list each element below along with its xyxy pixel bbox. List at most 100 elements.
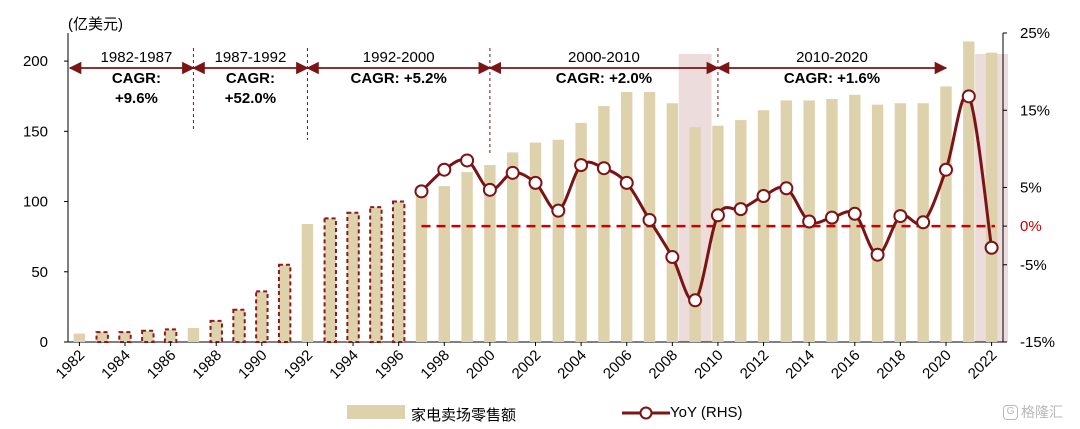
yoy-point-2019 — [916, 215, 931, 230]
yoy-point-2020 — [938, 162, 953, 177]
x-tick-label: 2006 — [600, 347, 636, 383]
yoy-point-2003 — [551, 203, 566, 218]
x-tick-label: 1996 — [372, 347, 408, 383]
right-tick-label: 15% — [1020, 102, 1050, 119]
right-tick-label: 5% — [1020, 180, 1042, 197]
bar-1998 — [438, 186, 450, 342]
x-tick-label: 2002 — [509, 347, 545, 383]
yoy-point-2002 — [528, 175, 543, 190]
legend-line-label: YoY (RHS) — [670, 404, 743, 421]
yoy-point-2017 — [870, 247, 885, 262]
period-label: 1992-2000 — [363, 49, 435, 66]
bar-1994 — [346, 211, 360, 343]
bar-1983 — [95, 331, 109, 343]
yoy-point-2016 — [847, 206, 862, 221]
right-tick-label: 25% — [1020, 25, 1050, 42]
bar-2002 — [529, 142, 542, 342]
x-tick-label: 1990 — [235, 347, 271, 383]
x-tick-label: 2018 — [874, 347, 910, 383]
bar-2012 — [757, 110, 770, 342]
x-tick-label: 2016 — [828, 347, 864, 383]
bar-1990 — [255, 290, 269, 344]
left-tick-label: 150 — [23, 123, 48, 140]
left-tick-label: 0 — [40, 334, 48, 351]
bar-1995 — [369, 206, 383, 343]
watermark-logo-icon: G — [1003, 404, 1018, 420]
bar-2010 — [712, 125, 724, 342]
period-cagr: +52.0% — [225, 90, 276, 107]
yoy-point-1998 — [437, 162, 452, 177]
bar-2013 — [780, 100, 793, 342]
bar-2003 — [552, 139, 565, 342]
bar-2020 — [940, 86, 952, 342]
x-tick-label: 2004 — [554, 347, 590, 383]
yoy-point-2005 — [596, 161, 611, 176]
bar-2001 — [506, 152, 519, 342]
yoy-point-2011 — [733, 202, 748, 217]
legend-bar-swatch — [347, 405, 405, 419]
x-tick-label: 2014 — [782, 347, 818, 383]
bar-2021 — [963, 41, 975, 342]
right-tick-label: 0% — [1020, 218, 1042, 235]
yoy-point-2008 — [665, 250, 680, 265]
period-label: 1987-1992 — [215, 49, 287, 66]
bar-1989 — [232, 308, 246, 344]
period-cagr: CAGR: — [112, 70, 161, 87]
yoy-point-2006 — [619, 175, 634, 190]
bar-2000 — [484, 165, 496, 342]
yoy-point-2012 — [756, 188, 771, 203]
x-tick-label: 1998 — [417, 347, 453, 383]
period-cagr: CAGR: +1.6% — [784, 70, 880, 87]
x-tick-label: 1988 — [189, 347, 225, 383]
yoy-point-2001 — [505, 165, 520, 180]
yoy-point-2018 — [893, 209, 908, 224]
period-cagr: CAGR: — [226, 70, 275, 87]
yoy-point-2000 — [482, 182, 497, 197]
period-label: 2000-2010 — [568, 49, 640, 66]
yoy-point-2004 — [574, 158, 589, 173]
period-cagr: +9.6% — [115, 90, 158, 107]
x-tick-label: 1982 — [53, 347, 89, 383]
yoy-point-2015 — [824, 210, 839, 225]
left-tick-label: 200 — [23, 53, 48, 70]
left-axis-unit-label: (亿美元) — [68, 16, 123, 33]
yoy-point-2010 — [710, 208, 725, 223]
bar-1987 — [187, 327, 200, 342]
bar-1985 — [141, 329, 155, 344]
bar-1996 — [391, 200, 406, 343]
bar-2008 — [666, 103, 679, 343]
x-tick-label: 2012 — [737, 347, 773, 383]
bar-1988 — [209, 319, 223, 344]
x-tick-label: 2000 — [463, 347, 499, 383]
period-cagr: CAGR: +5.2% — [351, 70, 447, 87]
x-tick-label: 2020 — [919, 347, 955, 383]
x-tick-label: 2022 — [965, 347, 1001, 383]
bar-2011 — [735, 120, 747, 342]
x-tick-label: 1986 — [144, 347, 180, 383]
period-cagr: CAGR: +2.0% — [556, 70, 652, 87]
x-tick-label: 1984 — [98, 347, 134, 383]
bar-2017 — [871, 104, 884, 342]
yoy-point-1999 — [460, 153, 475, 168]
yoy-point-2013 — [779, 181, 794, 196]
left-tick-label: 100 — [23, 194, 48, 211]
bar-1993 — [323, 217, 337, 343]
period-label: 1982-1987 — [101, 49, 173, 66]
bar-2004 — [575, 122, 587, 343]
legend-line-swatch — [622, 406, 670, 420]
yoy-point-2022 — [984, 240, 999, 255]
watermark-text: 格隆汇 — [1021, 404, 1063, 420]
right-tick-label: -15% — [1020, 334, 1055, 351]
legend-bar-label: 家电卖场零售额 — [411, 407, 517, 424]
left-tick-label: 50 — [31, 264, 48, 281]
period-label: 2010-2020 — [796, 49, 868, 66]
bar-1982 — [73, 333, 86, 342]
bar-1997 — [415, 194, 428, 342]
x-tick-label: 1994 — [326, 347, 362, 383]
bar-2022 — [985, 52, 998, 342]
yoy-point-2014 — [802, 214, 817, 229]
yoy-point-1997 — [414, 184, 429, 199]
bar-2006 — [621, 91, 633, 342]
bar-1984 — [118, 331, 132, 343]
